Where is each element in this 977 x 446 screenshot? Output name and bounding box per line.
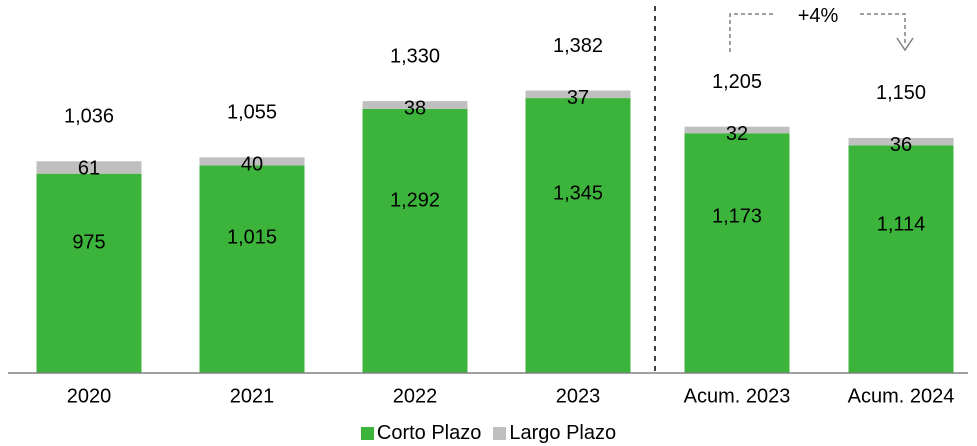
data-label-corto-plazo: 1,173 xyxy=(712,205,762,227)
growth-arrow-right xyxy=(860,13,906,45)
data-label-corto-plazo: 1,292 xyxy=(390,190,440,212)
data-label-total: 1,382 xyxy=(553,35,603,57)
bar-largo-plazo xyxy=(684,126,790,134)
growth-arrow-head xyxy=(896,37,914,52)
legend-item-largo-plazo: Largo Plazo xyxy=(493,422,616,445)
data-label-largo-plazo: 61 xyxy=(78,158,100,180)
x-tick-label: 2020 xyxy=(67,385,112,407)
legend-label-corto-plazo: Corto Plazo xyxy=(376,421,482,444)
bar-largo-plazo xyxy=(362,101,468,109)
bar-chart: +4% 975 61 1,036 2020 1,015 40 1,055 2021 1,292 3… xyxy=(8,5,968,407)
x-tick-label: Acum. 2023 xyxy=(684,385,791,407)
x-tick-label: Acum. 2024 xyxy=(848,385,955,407)
x-tick-label: 2021 xyxy=(230,385,275,407)
data-label-total: 1,330 xyxy=(390,45,440,67)
bar-corto-plazo xyxy=(684,133,790,373)
bar-corto-plazo xyxy=(199,165,305,373)
data-label-total: 1,055 xyxy=(227,102,277,124)
data-label-corto-plazo: 1,015 xyxy=(227,226,277,248)
legend: Corto Plazo Largo Plazo xyxy=(0,421,977,445)
data-label-total: 1,036 xyxy=(64,106,114,128)
data-label-largo-plazo: 37 xyxy=(567,87,589,109)
data-label-total: 1,150 xyxy=(876,82,926,104)
x-tick-label: 2023 xyxy=(556,385,601,407)
data-label-largo-plazo: 32 xyxy=(726,123,748,145)
bars-layer xyxy=(36,90,954,374)
bar-corto-plazo xyxy=(848,145,954,373)
data-label-largo-plazo: 38 xyxy=(404,97,426,119)
bar-corto-plazo xyxy=(362,108,468,374)
bar-largo-plazo xyxy=(199,157,305,166)
bar-largo-plazo xyxy=(525,90,631,99)
labels-layer: 975 61 1,036 2020 1,015 40 1,055 2021 1,292 38 1,3… xyxy=(64,35,954,407)
data-label-largo-plazo: 40 xyxy=(241,154,263,176)
bar-largo-plazo xyxy=(848,137,954,146)
bar-largo-plazo xyxy=(36,161,142,174)
data-label-total: 1,205 xyxy=(712,71,762,93)
growth-annotation: +4% xyxy=(798,5,839,27)
legend-item-corto-plazo: Corto Plazo xyxy=(360,421,482,445)
x-tick-label: 2022 xyxy=(393,385,438,407)
bar-corto-plazo xyxy=(525,98,631,373)
growth-arrow-left xyxy=(729,13,775,52)
legend-swatch-corto-plazo xyxy=(360,426,374,440)
bar-corto-plazo xyxy=(36,173,142,373)
data-label-largo-plazo: 36 xyxy=(890,134,912,156)
data-label-corto-plazo: 975 xyxy=(72,232,105,254)
data-label-corto-plazo: 1,114 xyxy=(877,213,926,235)
legend-swatch-largo-plazo xyxy=(493,426,507,440)
legend-label-largo-plazo: Largo Plazo xyxy=(509,421,617,444)
data-label-corto-plazo: 1,345 xyxy=(553,183,603,205)
